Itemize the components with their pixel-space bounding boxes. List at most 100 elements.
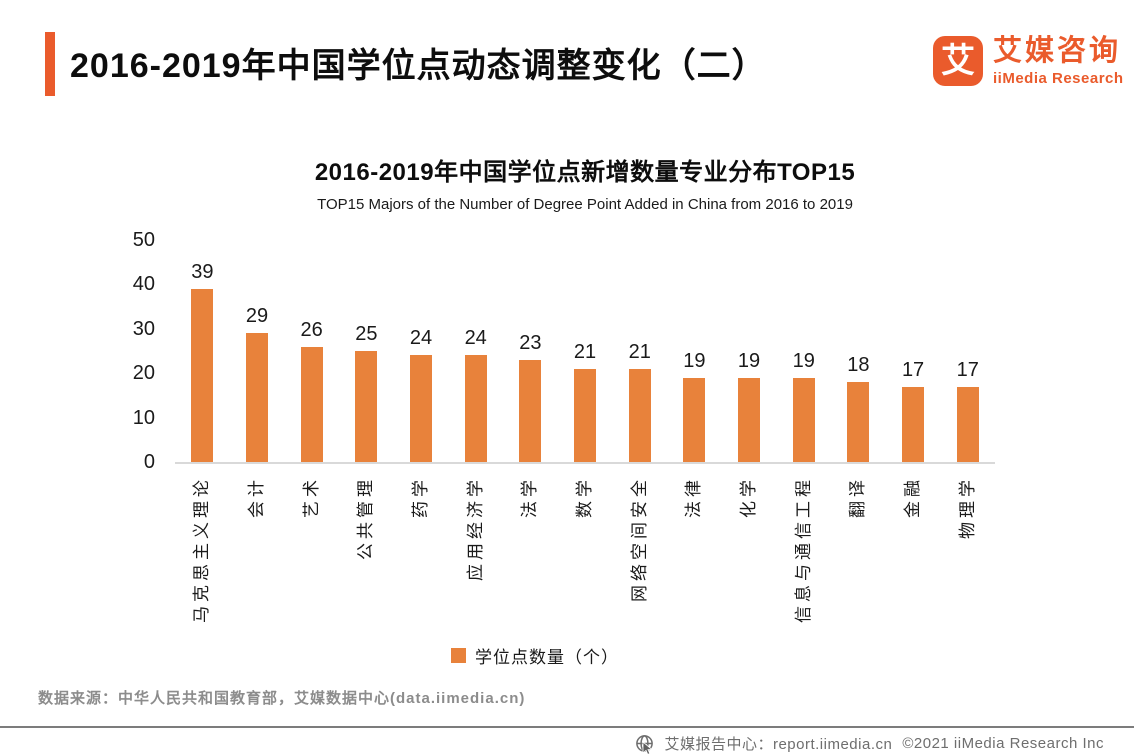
x-axis-label: 信息与通信工程 (793, 476, 813, 623)
iimedia-logo-icon: 艾 (933, 36, 983, 86)
bar (902, 387, 925, 462)
bar-column: 17 (886, 359, 941, 462)
bar-column: 24 (448, 327, 503, 462)
globe-icon (635, 734, 654, 755)
bar-value-label: 18 (847, 354, 870, 376)
x-label-cell: 物理学 (940, 464, 995, 642)
x-label-cell: 公共管理 (339, 464, 394, 642)
bar-value-label: 19 (737, 350, 761, 372)
legend-label: 学位点数量（个） (475, 648, 619, 667)
chart-subtitle: TOP15 Majors of the Number of Degree Poi… (317, 196, 853, 213)
data-source-note: 数据来源：中华人民共和国教育部，艾媒数据中心(data.iimedia.cn) (38, 690, 526, 707)
bar (683, 378, 706, 462)
bar-value-label: 24 (409, 327, 433, 349)
bar-column: 19 (667, 350, 722, 462)
iimedia-logo: 艾 艾媒咨询 iiMedia Research (933, 35, 1124, 87)
title-accent-bar (45, 32, 55, 96)
bar (464, 355, 487, 462)
logo-name-en: iiMedia Research (993, 69, 1124, 87)
chart-legend: 学位点数量（个） (125, 643, 945, 668)
bar-column: 21 (558, 341, 613, 462)
bar (191, 289, 214, 462)
x-label-cell: 金融 (886, 464, 941, 642)
y-tick-label: 0 (143, 451, 155, 473)
x-axis-label: 数学 (575, 476, 595, 518)
bar-column: 18 (831, 354, 886, 462)
bar (738, 378, 761, 462)
x-axis-label: 会计 (247, 476, 267, 518)
bar (300, 347, 323, 462)
bar-column: 39 (175, 261, 230, 462)
x-label-cell: 艺术 (284, 464, 339, 642)
x-axis-label: 应用经济学 (465, 476, 485, 581)
bar-column: 25 (339, 323, 394, 462)
bar-column: 17 (940, 359, 995, 462)
bar (574, 369, 597, 462)
bar (847, 382, 870, 462)
x-axis-label: 法律 (684, 476, 704, 518)
bar-column: 19 (776, 350, 831, 462)
x-label-cell: 药学 (394, 464, 449, 642)
x-axis-label: 法学 (520, 476, 540, 518)
chart-title: 2016-2019年中国学位点新增数量专业分布TOP15 (314, 159, 856, 186)
y-axis: 0 10 20 30 40 50 (105, 229, 155, 473)
bar-value-label: 23 (519, 332, 542, 354)
bar-value-label: 19 (792, 350, 815, 372)
bar-column: 21 (612, 341, 667, 462)
bar-chart: 0 10 20 30 40 50 39 29 26 25 24 24 23 21 21 19 19 19 18 17… (105, 229, 995, 642)
x-label-cell: 应用经济学 (448, 464, 503, 642)
bar-value-label: 19 (683, 350, 706, 372)
bar (355, 351, 378, 462)
report-center-link[interactable]: 艾媒报告中心：report.iimedia.cn (664, 736, 893, 753)
x-label-cell: 马克思主义理论 (175, 464, 230, 642)
x-axis-label: 网络空间安全 (629, 476, 649, 602)
y-tick-label: 40 (132, 273, 155, 296)
bar-column: 26 (284, 319, 339, 462)
bar-value-label: 24 (464, 327, 487, 349)
bar (246, 333, 268, 462)
bar-value-label: 26 (300, 319, 323, 341)
x-label-cell: 法律 (667, 464, 722, 642)
y-tick-label: 20 (132, 362, 155, 385)
bar-column: 24 (394, 327, 449, 462)
plot-area: 39 29 26 25 24 24 23 21 21 19 19 19 18 17 17 马克思主义理论 会计… (175, 240, 995, 642)
bar (410, 355, 433, 462)
x-label-cell: 翻译 (831, 464, 886, 642)
x-axis-label: 艺术 (301, 476, 321, 518)
mouse-cursor-icon (643, 742, 654, 755)
x-axis-label: 物理学 (957, 476, 977, 539)
footer-divider (0, 726, 1134, 728)
bar-column: 23 (503, 332, 558, 462)
bar-value-label: 17 (901, 359, 925, 381)
x-axis-label: 翻译 (848, 476, 868, 518)
y-tick-label: 50 (132, 229, 155, 251)
x-label-cell: 法学 (503, 464, 558, 642)
x-axis-label: 药学 (411, 476, 431, 518)
logo-name-cn: 艾媒咨询 (993, 35, 1122, 67)
logo-text: 艾媒咨询 iiMedia Research (993, 35, 1124, 87)
bar (792, 378, 815, 462)
x-label-cell: 数学 (558, 464, 613, 642)
x-axis-line (175, 462, 995, 464)
copyright-text: ©2021 iiMedia Research Inc (902, 735, 1104, 752)
bar-value-label: 39 (191, 261, 214, 283)
bar-column: 29 (230, 305, 285, 462)
x-axis-label: 金融 (903, 476, 923, 518)
page-title: 2016-2019年中国学位点动态调整变化（二） (70, 47, 767, 85)
bar-value-label: 21 (573, 341, 597, 363)
chart-header: 2016-2019年中国学位点新增数量专业分布TOP15 TOP15 Major… (60, 152, 1110, 213)
bar (519, 360, 542, 462)
x-label-cell: 化学 (722, 464, 777, 642)
x-axis-label: 公共管理 (356, 476, 376, 560)
footer-bar: 艾媒报告中心：report.iimedia.cn ©2021 iiMedia R… (635, 733, 1104, 755)
x-label-cell: 网络空间安全 (612, 464, 667, 642)
x-axis-label: 化学 (739, 476, 759, 518)
bar-value-label: 29 (245, 305, 269, 327)
bars-row: 39 29 26 25 24 24 23 21 21 19 19 19 18 17 17 (175, 240, 995, 462)
bar-value-label: 17 (956, 359, 979, 381)
legend-swatch (451, 648, 466, 663)
bar (956, 387, 979, 462)
x-axis-labels: 马克思主义理论 会计 艺术 公共管理 药学 应用经济学 法学 数学 网络空间安全 法律 化学 信息与通… (175, 464, 995, 642)
bar-column: 19 (722, 350, 777, 462)
